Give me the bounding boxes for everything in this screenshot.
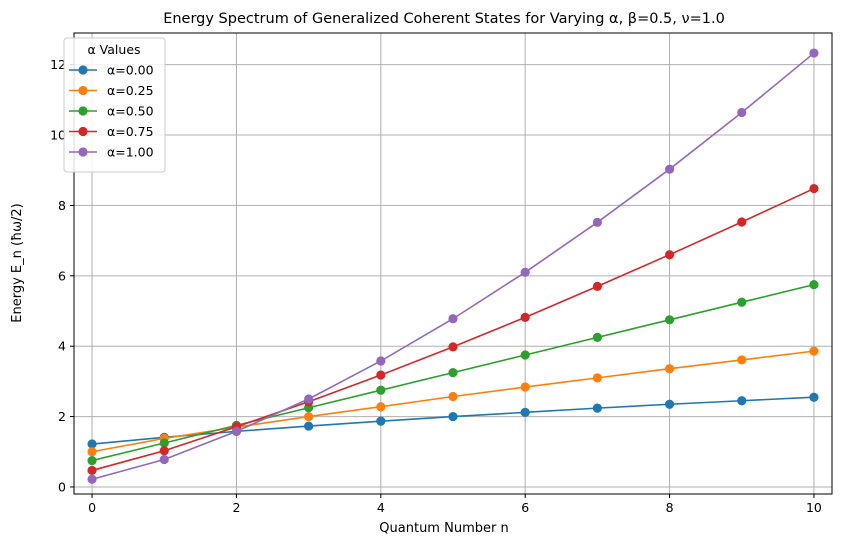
data-point: [448, 342, 458, 352]
data-point: [737, 107, 747, 118]
x-tick-label: 8: [666, 500, 674, 515]
x-tick-label: 6: [521, 500, 529, 515]
data-point: [376, 356, 386, 366]
data-point: [592, 373, 602, 383]
data-point: [376, 416, 386, 426]
data-point: [376, 402, 386, 412]
data-point: [231, 426, 242, 436]
axes: 0 2 4 6 8 10 0 2 4 6 8 10 12: [50, 57, 822, 515]
data-point: [87, 447, 97, 457]
data-point: [87, 474, 97, 484]
legend-box: [63, 37, 166, 173]
data-point: [520, 267, 530, 277]
series-layer: [87, 48, 819, 484]
legend-item-3: α=0.75: [69, 124, 154, 139]
data-point: [664, 315, 675, 325]
legend-label: α=0.25: [107, 83, 154, 98]
data-point: [592, 281, 602, 291]
legend-items: α=0.00 α=0.25 α=0.50 α=0.75 α=1.00: [69, 63, 154, 160]
y-tick-label: 6: [58, 268, 66, 283]
data-point: [520, 312, 530, 322]
data-point: [520, 350, 530, 360]
data-point: [809, 346, 819, 356]
y-tick-label: 8: [58, 198, 66, 213]
data-point: [159, 454, 169, 465]
data-point: [664, 250, 675, 260]
series-line: [91, 350, 815, 453]
data-point: [448, 367, 458, 378]
y-tick-label: 0: [58, 479, 66, 494]
legend-label: α=0.75: [107, 124, 154, 139]
legend-marker: [78, 147, 88, 157]
legend-label: α=0.50: [107, 104, 154, 119]
data-point: [664, 164, 675, 174]
y-tick-label: 10: [50, 128, 66, 143]
grid-lines: [74, 33, 832, 494]
data-point: [87, 455, 97, 466]
data-point: [737, 396, 747, 406]
data-point: [87, 439, 97, 449]
data-point: [664, 364, 675, 374]
legend-item-2: α=0.50: [69, 104, 154, 119]
x-axis-label: Quantum Number n: [379, 521, 508, 536]
data-point: [520, 407, 530, 417]
data-point: [304, 411, 314, 422]
series-4: [87, 48, 819, 484]
data-point: [376, 370, 386, 380]
legend-marker: [78, 126, 88, 137]
data-point: [592, 403, 602, 413]
data-point: [87, 465, 97, 476]
legend-label: α=0.00: [107, 63, 154, 78]
series-2: [87, 280, 819, 466]
data-point: [448, 411, 458, 422]
y-tick-label: 2: [58, 409, 66, 424]
data-point: [737, 217, 747, 227]
data-point: [737, 355, 747, 365]
plot-frame: [73, 32, 833, 495]
legend-item-1: α=0.25: [69, 83, 154, 98]
data-point: [448, 391, 458, 402]
x-tick-label: 10: [806, 500, 822, 515]
data-point: [809, 280, 819, 290]
data-point: [376, 385, 386, 395]
legend-item-4: α=1.00: [69, 145, 154, 160]
data-point: [159, 438, 169, 448]
series-line: [91, 187, 815, 472]
series-3: [87, 183, 819, 476]
legend-label: α=1.00: [107, 145, 154, 160]
data-point: [737, 297, 747, 307]
y-axis-label: Energy E_n (ħω/2): [10, 203, 25, 322]
x-tick-label: 0: [88, 500, 96, 515]
data-point: [159, 446, 169, 456]
data-point: [809, 48, 819, 58]
legend-item-0: α=0.00: [69, 63, 154, 78]
data-point: [809, 392, 819, 402]
data-point: [592, 217, 602, 227]
legend-marker: [78, 65, 88, 75]
chart-title: Energy Spectrum of Generalized Coherent …: [163, 11, 725, 27]
y-tick-label: 4: [58, 339, 66, 354]
x-tick-label: 4: [377, 500, 385, 515]
data-point: [304, 421, 314, 431]
data-point: [520, 382, 530, 392]
legend-title: α Values: [87, 42, 140, 57]
data-point: [664, 399, 675, 409]
x-tick-label: 2: [232, 500, 240, 515]
legend-marker: [78, 106, 88, 116]
data-point: [304, 394, 314, 404]
y-tick-label: 12: [50, 57, 66, 72]
legend-marker: [78, 85, 88, 96]
data-point: [809, 183, 819, 194]
data-point: [448, 314, 458, 324]
data-point: [592, 332, 602, 343]
legend: α Values α=0.00 α=0.25 α=0.50 α=0.75 α=1.00: [63, 37, 166, 173]
